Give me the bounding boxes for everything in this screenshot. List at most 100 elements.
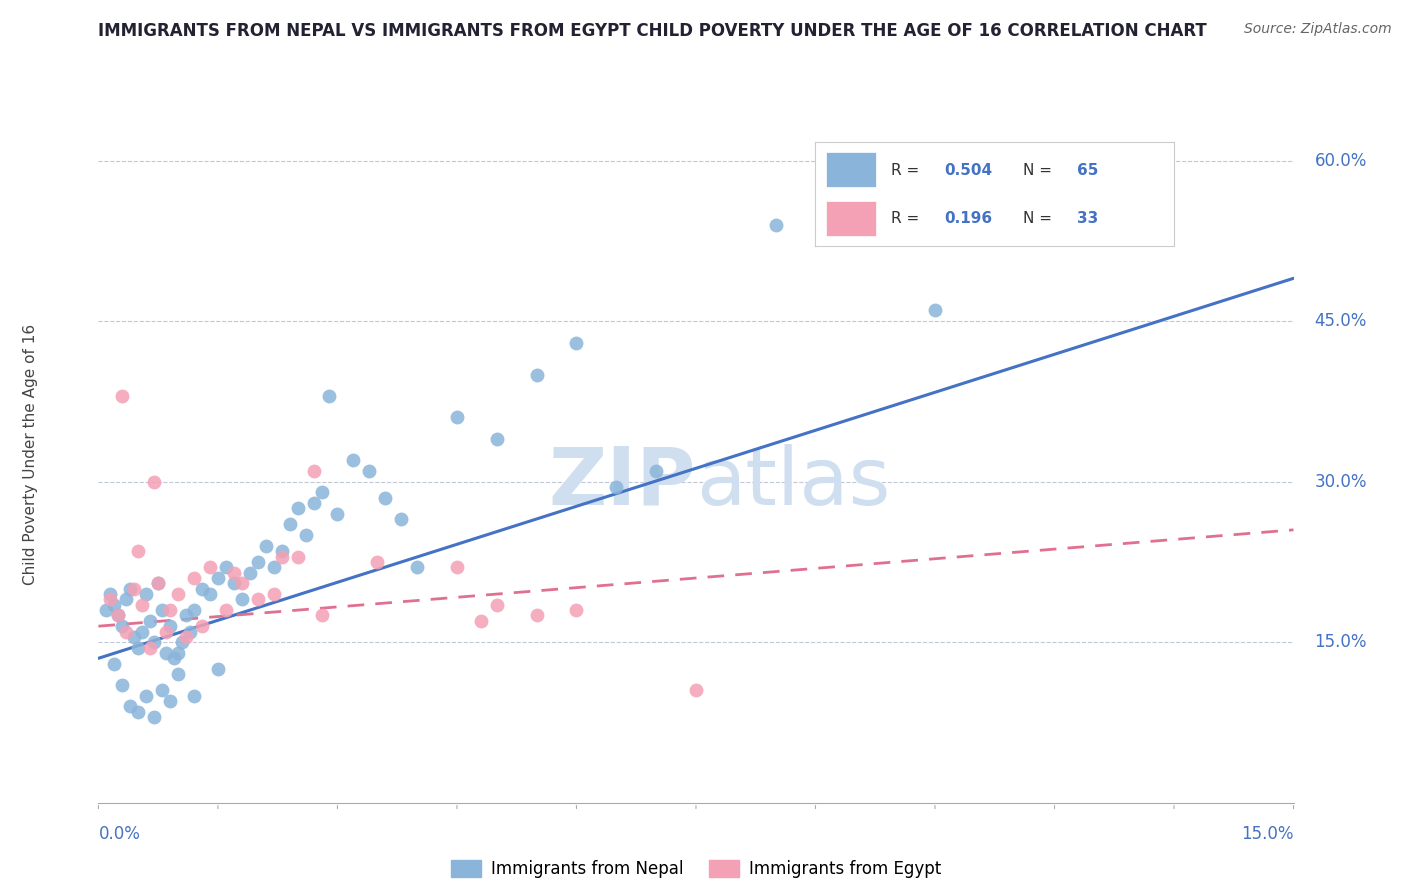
Point bbox=[311, 485, 333, 500]
Point bbox=[485, 598, 508, 612]
Point bbox=[159, 619, 181, 633]
Point bbox=[148, 576, 170, 591]
Point bbox=[605, 480, 627, 494]
Point bbox=[167, 587, 190, 601]
Point bbox=[526, 608, 548, 623]
Point bbox=[135, 689, 157, 703]
Text: 60.0%: 60.0% bbox=[1315, 152, 1367, 169]
Text: 30.0%: 30.0% bbox=[1315, 473, 1367, 491]
Point bbox=[150, 603, 173, 617]
Point bbox=[143, 475, 166, 489]
Point bbox=[263, 587, 285, 601]
Point bbox=[124, 630, 146, 644]
Point bbox=[470, 614, 492, 628]
Text: 45.0%: 45.0% bbox=[1315, 312, 1367, 330]
Point bbox=[148, 576, 170, 591]
Point bbox=[174, 608, 197, 623]
Point bbox=[159, 694, 181, 708]
Point bbox=[287, 549, 309, 564]
Point bbox=[183, 603, 205, 617]
Point bbox=[765, 218, 787, 232]
Text: IMMIGRANTS FROM NEPAL VS IMMIGRANTS FROM EGYPT CHILD POVERTY UNDER THE AGE OF 16: IMMIGRANTS FROM NEPAL VS IMMIGRANTS FROM… bbox=[98, 22, 1208, 40]
Point bbox=[120, 699, 142, 714]
Point bbox=[287, 501, 309, 516]
Point bbox=[311, 608, 333, 623]
Point bbox=[183, 689, 205, 703]
Point bbox=[924, 303, 946, 318]
Point bbox=[172, 635, 194, 649]
Point bbox=[270, 544, 292, 558]
Point bbox=[198, 560, 221, 574]
Point bbox=[294, 528, 316, 542]
Point bbox=[135, 587, 157, 601]
Point bbox=[406, 560, 429, 574]
Point bbox=[302, 496, 325, 510]
Point bbox=[565, 335, 588, 350]
Text: 15.0%: 15.0% bbox=[1315, 633, 1367, 651]
Point bbox=[127, 544, 149, 558]
Point bbox=[326, 507, 349, 521]
Point bbox=[222, 566, 245, 580]
Point bbox=[359, 464, 381, 478]
Point bbox=[231, 592, 253, 607]
Point bbox=[485, 432, 508, 446]
Point bbox=[98, 587, 122, 601]
Point bbox=[207, 662, 229, 676]
Point bbox=[222, 576, 245, 591]
Point bbox=[103, 657, 125, 671]
Legend: Immigrants from Nepal, Immigrants from Egypt: Immigrants from Nepal, Immigrants from E… bbox=[444, 854, 948, 885]
Point bbox=[127, 705, 149, 719]
Point bbox=[366, 555, 388, 569]
Point bbox=[103, 598, 125, 612]
Point bbox=[342, 453, 364, 467]
Point bbox=[198, 587, 221, 601]
Point bbox=[111, 389, 134, 403]
Text: ZIP: ZIP bbox=[548, 443, 696, 522]
Point bbox=[191, 582, 214, 596]
Point bbox=[446, 560, 468, 574]
Point bbox=[302, 464, 325, 478]
Point bbox=[179, 624, 201, 639]
Point bbox=[645, 464, 668, 478]
Text: Source: ZipAtlas.com: Source: ZipAtlas.com bbox=[1244, 22, 1392, 37]
Point bbox=[215, 560, 238, 574]
Point bbox=[215, 603, 238, 617]
Point bbox=[107, 608, 129, 623]
Point bbox=[167, 667, 190, 681]
Point bbox=[526, 368, 548, 382]
Point bbox=[231, 576, 253, 591]
Point bbox=[127, 640, 149, 655]
Point bbox=[191, 619, 214, 633]
Point bbox=[167, 646, 190, 660]
Point bbox=[389, 512, 412, 526]
Point bbox=[270, 549, 292, 564]
Point bbox=[318, 389, 340, 403]
Point bbox=[107, 608, 129, 623]
Point bbox=[155, 624, 177, 639]
Point bbox=[120, 582, 142, 596]
Point bbox=[374, 491, 396, 505]
Text: Child Poverty Under the Age of 16: Child Poverty Under the Age of 16 bbox=[24, 325, 38, 585]
Point bbox=[159, 603, 181, 617]
Point bbox=[183, 571, 205, 585]
Point bbox=[115, 592, 138, 607]
Point bbox=[239, 566, 262, 580]
Point bbox=[155, 646, 177, 660]
Text: 0.0%: 0.0% bbox=[98, 825, 141, 843]
Text: 15.0%: 15.0% bbox=[1241, 825, 1294, 843]
Point bbox=[139, 614, 162, 628]
Point bbox=[163, 651, 186, 665]
Point bbox=[685, 683, 707, 698]
Point bbox=[174, 630, 197, 644]
Point bbox=[131, 624, 153, 639]
Point bbox=[143, 635, 166, 649]
Point bbox=[263, 560, 285, 574]
Point bbox=[98, 592, 122, 607]
Point bbox=[143, 710, 166, 724]
Point bbox=[278, 517, 301, 532]
Point bbox=[115, 624, 138, 639]
Point bbox=[246, 592, 269, 607]
Point bbox=[131, 598, 153, 612]
Point bbox=[96, 603, 118, 617]
Point bbox=[207, 571, 229, 585]
